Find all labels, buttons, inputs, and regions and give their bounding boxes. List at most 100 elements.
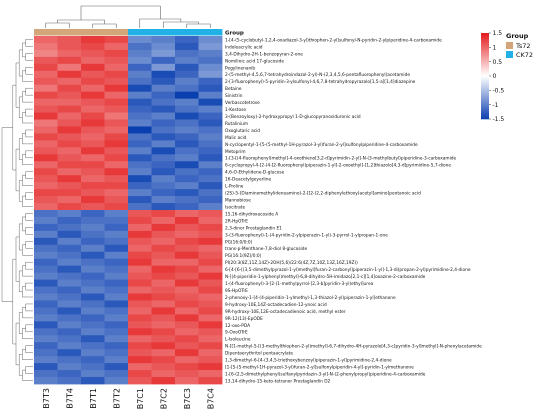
heatmap-cell xyxy=(81,342,105,350)
heatmap-cell xyxy=(81,133,105,141)
heatmap-cell xyxy=(198,272,223,280)
heatmap-cell xyxy=(198,293,223,301)
colorbar-segment xyxy=(481,34,489,37)
heatmap-cell xyxy=(104,328,129,336)
heatmap-cell xyxy=(151,56,176,65)
heatmap-cell xyxy=(151,49,176,58)
heatmap-cell xyxy=(57,210,82,218)
row-label: Pegylinenanib xyxy=(225,65,255,71)
colorbar-segment xyxy=(481,83,489,85)
row-label: Betaine xyxy=(225,86,242,92)
dendrogram-link xyxy=(18,96,23,119)
heatmap-cell xyxy=(104,237,129,246)
heatmap-cell xyxy=(81,363,105,371)
row-dendrogram xyxy=(1,39,33,381)
heatmap-cell xyxy=(198,356,223,364)
dendrogram-link xyxy=(25,345,33,353)
heatmap-cell xyxy=(34,286,58,294)
heatmap-cell xyxy=(175,126,199,134)
heatmap-cell xyxy=(34,49,58,58)
colorbar-segment xyxy=(481,98,489,101)
colorbar-tick-label: -0.5 xyxy=(493,88,505,95)
colorbar-segment xyxy=(481,35,489,38)
heatmap-cell xyxy=(34,175,58,183)
heatmap-cell xyxy=(198,161,223,169)
heatmap-cell xyxy=(175,210,199,218)
heatmap-cell xyxy=(128,321,152,329)
heatmap-cell xyxy=(104,63,129,72)
row-label: Sinistrin xyxy=(225,93,243,99)
heatmap-cell xyxy=(128,265,152,274)
heatmap-cell xyxy=(151,42,176,51)
row-label: 1-[4-(5-cyclobutyl-1,2,4-oxadiazol-3-yl)… xyxy=(225,37,442,43)
dendrogram-link xyxy=(25,39,33,47)
annotation-label: Group xyxy=(225,31,244,37)
heatmap-cell xyxy=(57,140,82,148)
heatmap-cell xyxy=(81,286,105,294)
colorbar-segment xyxy=(481,103,489,105)
heatmap-cell xyxy=(81,42,105,51)
colorbar-segment xyxy=(481,80,489,83)
heatmap-cell xyxy=(81,223,105,232)
heatmap-cell xyxy=(151,133,176,141)
heatmap-cell xyxy=(198,349,223,357)
heatmap-cell xyxy=(151,70,176,79)
heatmap-cell xyxy=(151,237,176,246)
heatmap-cell xyxy=(57,56,82,65)
colorbar-segment xyxy=(481,113,489,115)
heatmap-cell xyxy=(57,258,82,267)
heatmap-cell xyxy=(34,126,58,134)
row-label: Oxoglutaric acid xyxy=(225,128,260,134)
dendrogram-link xyxy=(22,91,33,103)
colorbar-segment xyxy=(481,97,489,100)
heatmap-cell xyxy=(34,140,58,148)
heatmap-cell xyxy=(128,230,152,239)
heatmap-cell xyxy=(198,36,223,44)
column-label: B7T2 xyxy=(112,388,121,409)
colorbar-segment xyxy=(481,81,489,84)
heatmap-cell xyxy=(128,244,152,253)
heatmap-cell xyxy=(81,147,105,155)
heatmap-cell xyxy=(151,349,176,357)
colorbar-segment xyxy=(481,63,489,65)
annotation-cell xyxy=(128,29,152,36)
colorbar-segment xyxy=(481,91,489,94)
heatmap-cell xyxy=(81,182,105,190)
heatmap-cell xyxy=(175,321,199,329)
dendrogram-link xyxy=(25,129,33,138)
heatmap-cell xyxy=(57,196,82,204)
heatmap-cell xyxy=(128,126,152,134)
colorbar-segment xyxy=(481,94,489,97)
heatmap-cell xyxy=(57,98,82,106)
heatmap-cell xyxy=(81,49,105,58)
row-label: Isocitrate xyxy=(225,204,245,210)
heatmap-cell xyxy=(57,216,82,225)
colorbar-tick-label: 0 xyxy=(493,73,497,80)
heatmap-cell xyxy=(175,56,199,65)
heatmap-cell xyxy=(81,98,105,106)
heatmap-cell xyxy=(198,112,223,120)
heatmap-cell xyxy=(34,300,58,308)
dendrogram-link xyxy=(12,258,16,345)
heatmap-cell xyxy=(128,216,152,225)
heatmap-cell xyxy=(81,258,105,267)
colorbar-segment xyxy=(481,111,489,114)
dendrogram-link xyxy=(80,5,161,20)
heatmap-cell xyxy=(81,356,105,364)
heatmap-cell xyxy=(151,230,176,239)
colorbar-segment xyxy=(481,60,489,62)
dendrogram-link xyxy=(22,70,33,82)
heatmap-cell xyxy=(57,272,82,280)
column-label: B7T3 xyxy=(42,388,51,409)
heatmap-cell xyxy=(57,244,82,253)
heatmap-cell xyxy=(57,251,82,260)
heatmap-cell xyxy=(198,230,223,239)
heatmap-cell xyxy=(128,119,152,127)
heatmap-cell xyxy=(198,342,223,350)
heatmap-cell xyxy=(104,279,129,287)
heatmap-cell xyxy=(34,203,58,211)
heatmap-cell xyxy=(128,154,152,162)
heatmap-cell xyxy=(198,237,223,246)
heatmap-cell xyxy=(198,196,223,204)
heatmap-cell xyxy=(151,77,176,86)
